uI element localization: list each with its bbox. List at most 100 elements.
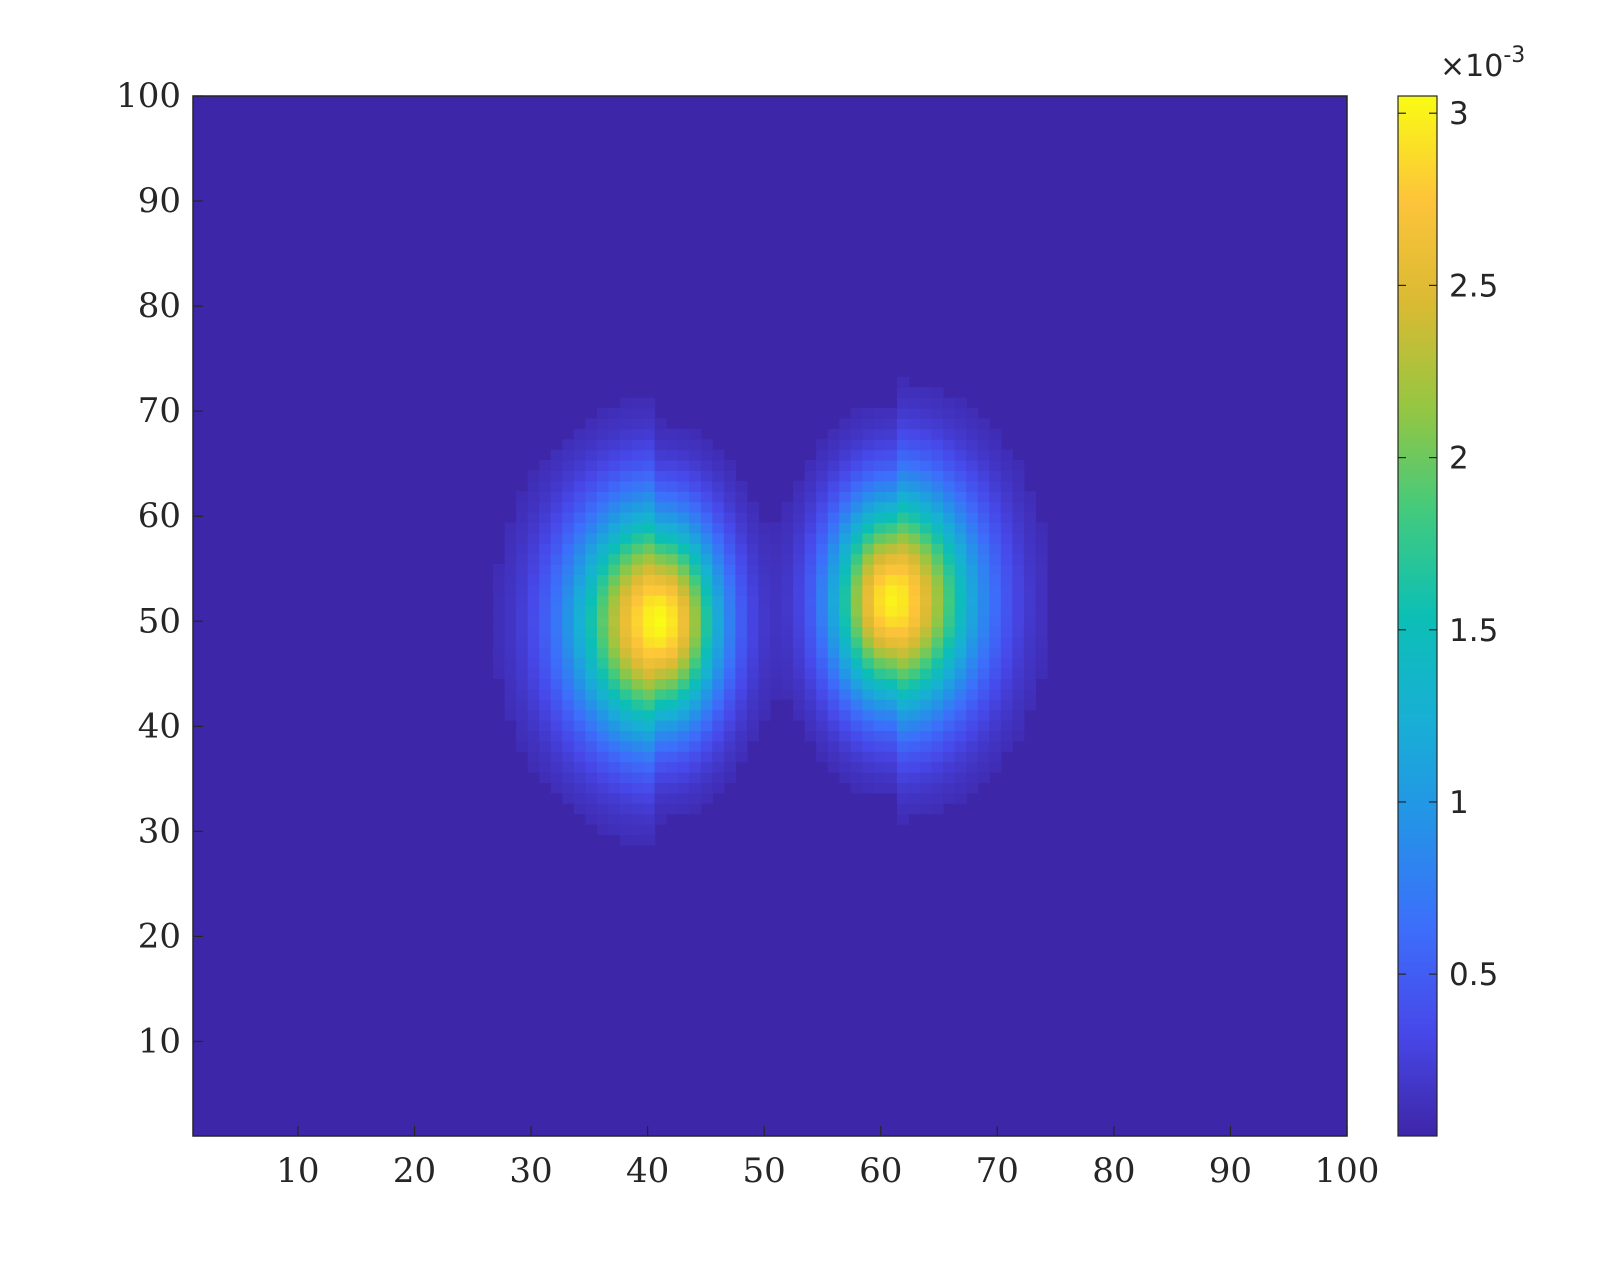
heatmap-cell	[712, 460, 725, 471]
heatmap-cell	[573, 761, 586, 773]
heatmap-cell	[989, 740, 1002, 752]
heatmap-cell	[654, 626, 667, 638]
heatmap-cell	[631, 699, 644, 711]
heatmap-cell	[562, 439, 575, 451]
heatmap-cell	[631, 449, 644, 461]
heatmap-cell	[631, 709, 644, 721]
heatmap-cell	[931, 428, 944, 440]
heatmap-cell	[585, 512, 598, 523]
heatmap-cell	[712, 688, 725, 700]
heatmap-cell	[700, 688, 713, 700]
heatmap-cell	[873, 605, 886, 617]
heatmap-cell	[631, 730, 644, 742]
heatmap-cell	[1035, 584, 1048, 596]
heatmap-cell	[619, 813, 633, 825]
heatmap-cell	[619, 460, 633, 471]
heatmap-cell	[943, 574, 956, 586]
heatmap-cell	[677, 636, 690, 648]
x-tick-label: 50	[743, 1151, 786, 1191]
heatmap-cell	[608, 751, 621, 763]
heatmap-cell	[596, 439, 610, 451]
heatmap-cell	[793, 657, 806, 669]
heatmap-cell	[712, 751, 725, 763]
heatmap-cell	[654, 668, 667, 679]
heatmap-cell	[573, 709, 586, 721]
heatmap-cell	[885, 626, 898, 638]
heatmap-cell	[527, 605, 540, 617]
heatmap-cell	[896, 678, 910, 690]
heatmap-cell	[723, 720, 736, 731]
heatmap-cell	[550, 605, 563, 617]
heatmap-cell	[654, 449, 667, 461]
heatmap-cell	[839, 740, 852, 752]
heatmap-cell	[804, 699, 817, 711]
heatmap-cell	[781, 636, 794, 648]
heatmap-cell	[954, 792, 967, 804]
heatmap-cell	[723, 501, 736, 513]
heatmap-cell	[758, 595, 771, 607]
heatmap-cell	[920, 616, 933, 627]
heatmap-cell	[804, 605, 817, 617]
heatmap-cell	[689, 688, 702, 700]
heatmap-cell	[631, 595, 644, 607]
heatmap-cell	[504, 616, 517, 627]
heatmap-cell	[527, 480, 540, 492]
heatmap-cell	[619, 688, 633, 700]
heatmap-cell	[700, 553, 713, 565]
heatmap-cell	[573, 460, 586, 471]
heatmap-cell	[908, 491, 921, 503]
heatmap-cell	[573, 522, 586, 534]
heatmap-cell	[850, 626, 863, 638]
heatmap-cell	[873, 491, 886, 503]
heatmap-cell	[943, 449, 956, 461]
heatmap-cell	[550, 543, 563, 555]
heatmap-cell	[827, 460, 840, 471]
heatmap-cell	[943, 439, 956, 451]
heatmap-cell	[804, 626, 817, 638]
heatmap-cell	[735, 480, 748, 492]
heatmap-cell	[885, 647, 898, 659]
heatmap-cell	[700, 512, 713, 523]
heatmap-cell	[827, 605, 840, 617]
heatmap-cell	[839, 626, 852, 638]
heatmap-cell	[608, 657, 621, 669]
colorbar-tick-label: 0.5	[1449, 957, 1498, 993]
heatmap-cell	[1012, 512, 1025, 523]
heatmap-cell	[689, 605, 702, 617]
heatmap-cell	[516, 574, 529, 586]
heatmap-cell	[908, 647, 921, 659]
heatmap-cell	[746, 720, 760, 731]
heatmap-cell	[666, 740, 679, 752]
heatmap-cell	[562, 782, 575, 794]
heatmap-cell	[920, 501, 933, 513]
heatmap-cell	[550, 668, 563, 679]
x-tick-label: 70	[976, 1151, 1019, 1191]
heatmap-cell	[585, 709, 598, 721]
heatmap-cell	[758, 543, 771, 555]
heatmap-cell	[873, 678, 886, 690]
heatmap-cell	[608, 512, 621, 523]
heatmap-cell	[1012, 626, 1025, 638]
heatmap-cell	[700, 584, 713, 596]
heatmap-cell	[758, 605, 771, 617]
heatmap-cell	[631, 626, 644, 638]
heatmap-cell	[943, 397, 956, 409]
heatmap-cell	[850, 428, 863, 440]
heatmap-cell	[712, 543, 725, 555]
heatmap-cell	[643, 501, 656, 513]
heatmap-cell	[850, 543, 863, 555]
heatmap-cell	[816, 501, 829, 513]
heatmap-cell	[862, 480, 875, 492]
heatmap-cell	[539, 501, 552, 513]
heatmap-cell	[850, 688, 863, 700]
heatmap-cell	[954, 553, 967, 565]
heatmap-cell	[608, 605, 621, 617]
heatmap-cell	[643, 480, 656, 492]
heatmap-cell	[746, 605, 760, 617]
heatmap-cell	[816, 564, 829, 575]
heatmap-cell	[873, 688, 886, 700]
heatmap-cell	[931, 439, 944, 451]
heatmap-cell	[631, 522, 644, 534]
heatmap-cell	[920, 449, 933, 461]
heatmap-cell	[850, 761, 863, 773]
